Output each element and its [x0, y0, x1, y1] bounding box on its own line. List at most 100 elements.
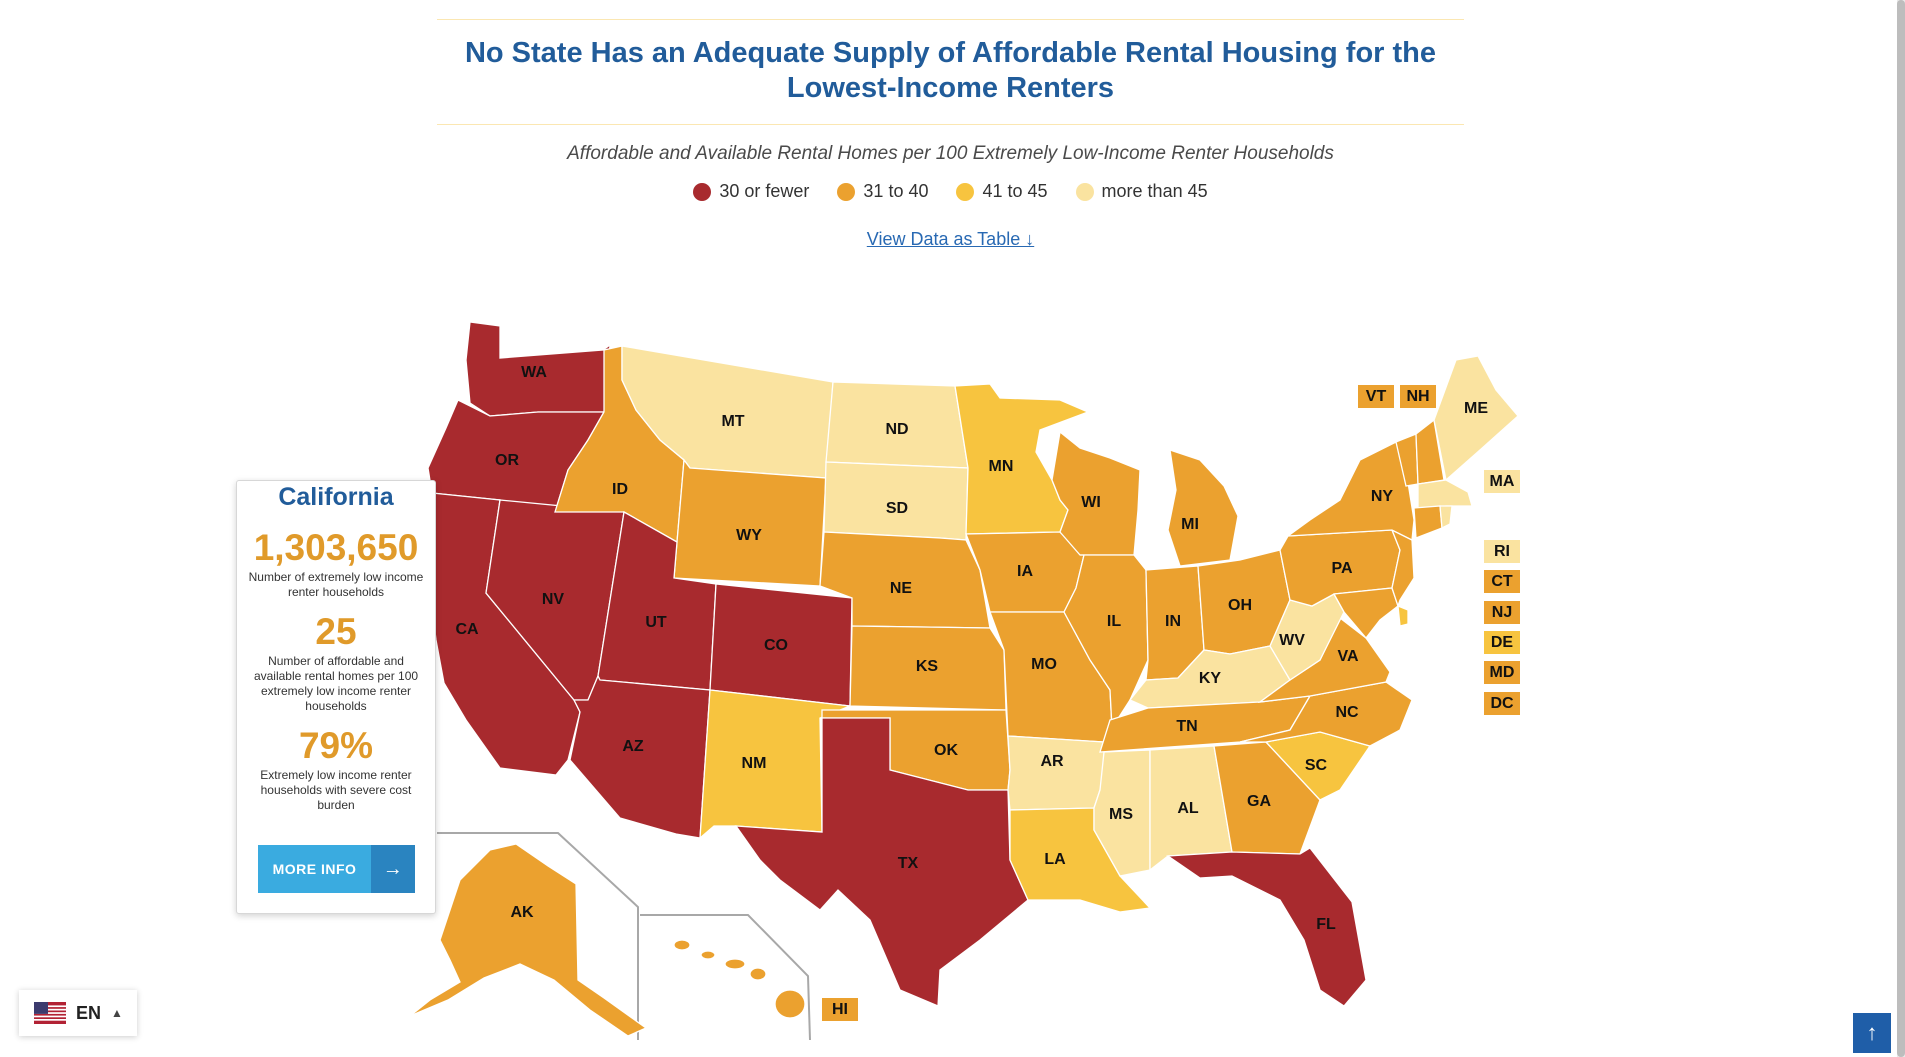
hawaii-inset-frame: [640, 914, 811, 1041]
state-label-ny: NY: [1371, 488, 1394, 505]
tag-de[interactable]: DE: [1484, 631, 1520, 654]
state-label-ca: CA: [455, 621, 479, 638]
state-label-va: VA: [1337, 648, 1358, 665]
state-label-tn: TN: [1176, 718, 1197, 735]
legend-item: 41 to 45: [956, 181, 1048, 202]
state-hi[interactable]: [673, 939, 806, 1019]
state-nj[interactable]: [1390, 528, 1415, 609]
state-ga[interactable]: [1213, 741, 1321, 855]
state-label-ky: KY: [1199, 670, 1222, 687]
state-info-card: California 1,303,650 Number of extremely…: [236, 480, 436, 914]
tag-hi[interactable]: HI: [822, 998, 858, 1021]
state-labels: WA OR CA NV ID MT WY UT CO AZ NM ND SD NE KS OK TX MN IA MO…: [455, 364, 1488, 933]
state-label-id: ID: [612, 481, 628, 498]
legend-item: 30 or fewer: [693, 181, 809, 202]
state-label-ia: IA: [1017, 563, 1033, 580]
us-flag-icon: [34, 1002, 66, 1024]
state-label-nd: ND: [885, 421, 908, 438]
tag-md[interactable]: MD: [1484, 661, 1520, 684]
state-label-pa: PA: [1331, 560, 1352, 577]
state-fl[interactable]: [1166, 847, 1367, 1007]
state-label-nv: NV: [542, 591, 565, 608]
card-homes-value: 25: [315, 611, 357, 652]
arrow-up-icon: ↑: [1866, 1020, 1878, 1045]
state-label-la: LA: [1044, 851, 1066, 868]
card-cost-burden-caption: Extremely low income renter households w…: [260, 768, 412, 812]
state-wy[interactable]: [673, 458, 827, 587]
title-divider-bottom: [437, 124, 1464, 125]
state-label-ks: KS: [916, 658, 939, 675]
state-label-nm: NM: [742, 755, 767, 772]
state-ma[interactable]: [1417, 479, 1473, 509]
state-ri[interactable]: [1439, 505, 1453, 530]
legend-swatch: [837, 182, 856, 201]
state-mi[interactable]: [1167, 449, 1239, 567]
state-label-il: IL: [1107, 613, 1121, 630]
state-label-mi: MI: [1181, 516, 1199, 533]
tag-ma[interactable]: MA: [1484, 470, 1520, 493]
state-de[interactable]: [1397, 604, 1409, 627]
state-label-or: OR: [495, 452, 519, 469]
legend: 30 or fewer 31 to 40 41 to 45 more than …: [437, 181, 1464, 202]
legend-label: more than 45: [1101, 181, 1208, 201]
state-label-mn: MN: [989, 458, 1014, 475]
state-label-al: AL: [1177, 800, 1199, 817]
legend-swatch: [693, 182, 712, 201]
state-label-wa: WA: [521, 364, 547, 381]
state-label-me: ME: [1464, 400, 1488, 417]
state-tx[interactable]: [734, 717, 1029, 1007]
tag-vt[interactable]: VT: [1358, 385, 1394, 408]
page-title: No State Has an Adequate Supply of Affor…: [464, 37, 1437, 104]
state-label-ga: GA: [1247, 793, 1271, 810]
state-label-az: AZ: [622, 738, 644, 755]
state-label-fl: FL: [1316, 916, 1336, 933]
state-label-co: CO: [764, 637, 788, 654]
state-label-in: IN: [1165, 613, 1181, 630]
legend-label: 41 to 45: [982, 181, 1048, 201]
state-ny[interactable]: [1285, 441, 1415, 542]
arrow-right-icon: →: [371, 845, 415, 893]
card-state-name: California: [278, 483, 394, 511]
state-label-mt: MT: [721, 413, 744, 430]
tag-nh[interactable]: NH: [1400, 385, 1436, 408]
legend-swatch: [1075, 182, 1094, 201]
title-divider-top: [437, 19, 1464, 20]
scrollbar[interactable]: [1897, 0, 1905, 1057]
state-label-tx: TX: [898, 855, 919, 872]
state-label-ne: NE: [890, 580, 913, 597]
back-to-top-button[interactable]: ↑: [1853, 1013, 1891, 1053]
card-households-value: 1,303,650: [253, 527, 419, 568]
legend-label: 31 to 40: [863, 181, 929, 201]
scrollbar-thumb[interactable]: [1897, 0, 1905, 1057]
legend-label: 30 or fewer: [719, 181, 810, 201]
view-data-table-link[interactable]: View Data as Table ↓: [866, 229, 1035, 249]
state-az[interactable]: [569, 674, 711, 839]
alaska-inset-frame: [437, 832, 639, 1040]
language-selector[interactable]: EN ▲: [19, 990, 137, 1036]
tag-ct[interactable]: CT: [1484, 570, 1520, 593]
state-label-ok: OK: [934, 742, 958, 759]
state-label-ms: MS: [1109, 806, 1133, 823]
tag-nj[interactable]: NJ: [1484, 601, 1520, 624]
more-info-button[interactable]: MORE INFO →: [258, 845, 415, 893]
state-label-wi: WI: [1081, 494, 1101, 511]
tag-dc[interactable]: DC: [1484, 692, 1520, 715]
state-label-ut: UT: [645, 614, 667, 631]
state-ct[interactable]: [1413, 505, 1443, 539]
card-cost-burden-value: 79%: [298, 725, 374, 766]
state-nc[interactable]: [1239, 681, 1413, 747]
state-me[interactable]: [1433, 355, 1519, 482]
state-label-sc: SC: [1305, 757, 1328, 774]
legend-item: more than 45: [1075, 181, 1208, 202]
state-ak[interactable]: [409, 843, 648, 1037]
state-label-sd: SD: [886, 500, 908, 517]
state-label-wv: WV: [1279, 632, 1305, 649]
tag-ri[interactable]: RI: [1484, 540, 1520, 563]
more-info-label: MORE INFO: [272, 861, 357, 877]
state-label-ar: AR: [1040, 753, 1064, 770]
state-label-mo: MO: [1031, 656, 1057, 673]
state-il[interactable]: [1063, 554, 1149, 731]
legend-item: 31 to 40: [837, 181, 928, 202]
map-subtitle: Affordable and Available Rental Homes pe…: [567, 143, 1334, 164]
